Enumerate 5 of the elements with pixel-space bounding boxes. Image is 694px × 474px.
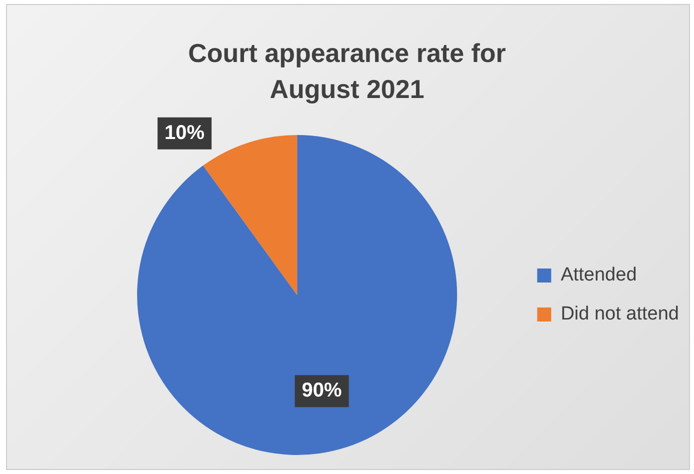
legend-label: Did not attend: [560, 304, 680, 325]
data-label: 90%: [302, 380, 342, 402]
legend-label: Attended: [560, 264, 637, 286]
chart-title: Court appearance rate for August 2021: [187, 37, 507, 106]
data-label: 10%: [164, 122, 205, 144]
